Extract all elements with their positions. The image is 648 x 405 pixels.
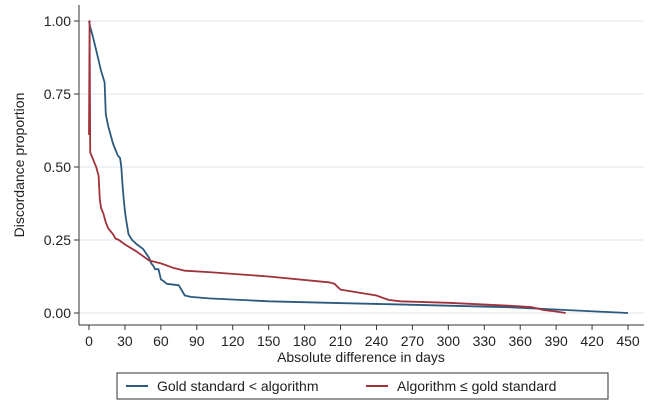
legend-box xyxy=(116,372,609,400)
y-tick-label: 1.00 xyxy=(44,13,71,29)
x-tick-label: 450 xyxy=(616,333,640,349)
legend-label-algorithm: Algorithm ≤ gold standard xyxy=(397,378,556,394)
x-tick-label: 90 xyxy=(189,333,205,349)
x-tick-label: 300 xyxy=(437,333,461,349)
x-tick-label: 30 xyxy=(117,333,133,349)
x-ticks: 0 30 60 90 120 150 180 210 240 270 300 330 360 390 420… xyxy=(85,325,640,349)
y-ticks: 0.00 0.25 0.50 0.75 1.00 xyxy=(44,13,79,321)
y-tick-label: 0.00 xyxy=(44,305,71,321)
series-line-algorithm xyxy=(88,20,566,314)
x-tick-label: 120 xyxy=(221,333,245,349)
x-tick-label: 0 xyxy=(85,333,93,349)
legend: Gold standard < algorithm Algorithm ≤ go… xyxy=(116,372,609,400)
x-tick-label: 420 xyxy=(580,333,604,349)
series-lines xyxy=(88,20,629,314)
y-tick-label: 0.25 xyxy=(44,232,71,248)
y-tick-label: 0.50 xyxy=(44,159,71,175)
x-axis-label: Absolute difference in days xyxy=(277,349,445,365)
x-tick-label: 330 xyxy=(473,333,497,349)
y-tick-label: 0.75 xyxy=(44,86,71,102)
gridlines xyxy=(79,20,644,314)
x-tick-label: 240 xyxy=(365,333,389,349)
legend-label-gold: Gold standard < algorithm xyxy=(157,378,318,394)
x-tick-label: 270 xyxy=(401,333,425,349)
x-tick-label: 360 xyxy=(509,333,533,349)
axes xyxy=(78,5,644,326)
x-tick-label: 180 xyxy=(293,333,317,349)
series-line-gold-standard xyxy=(88,20,629,314)
x-tick-label: 150 xyxy=(257,333,281,349)
x-tick-label: 60 xyxy=(153,333,169,349)
x-tick-label: 390 xyxy=(544,333,568,349)
x-tick-label: 210 xyxy=(329,333,353,349)
y-axis-label: Discordance proportion xyxy=(11,93,27,238)
